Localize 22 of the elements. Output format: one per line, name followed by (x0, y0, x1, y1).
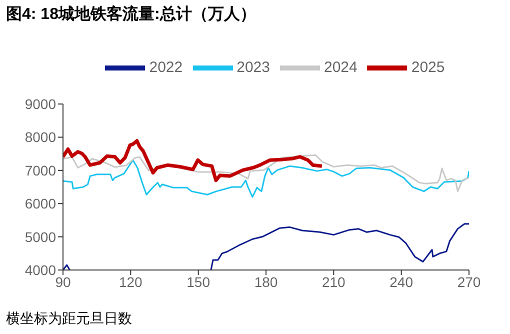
legend-label: 2024 (324, 58, 358, 76)
x-tick-label: 150 (186, 274, 210, 290)
line-series (63, 159, 469, 198)
line-series (63, 139, 324, 182)
x-tick-label: 120 (118, 274, 143, 290)
y-tick-label: 5000 (24, 228, 56, 245)
y-tick-label: 4000 (24, 262, 56, 278)
y-tick-label: 7000 (24, 162, 56, 178)
y-tick-label: 8000 (24, 129, 56, 146)
x-tick-label: 180 (254, 274, 278, 290)
line-series (63, 154, 469, 192)
legend-label: 2025 (411, 58, 445, 76)
legend-label: 2022 (149, 58, 183, 76)
x-tick-label: 210 (322, 274, 346, 290)
x-tick-label: 240 (390, 274, 414, 290)
y-tick-label: 9000 (24, 96, 56, 112)
x-tick-label: 90 (55, 274, 71, 290)
text: 横坐标为距元旦日数 (6, 310, 132, 328)
chart-title: 图4: 18城地铁客流量:总计（万人） (6, 4, 256, 25)
y-tick-label: 6000 (24, 196, 56, 212)
legend-label: 2023 (236, 58, 270, 76)
x-tick-label: 270 (457, 274, 481, 290)
